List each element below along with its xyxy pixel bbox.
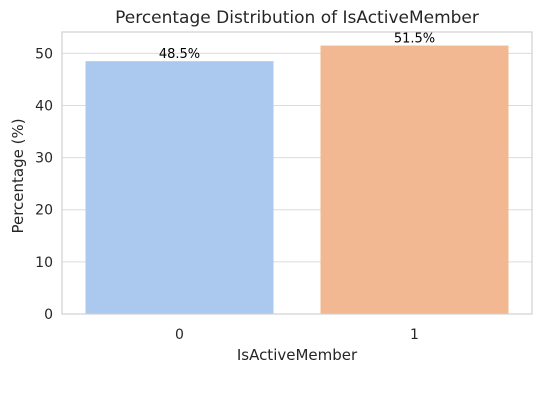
y-tick-label: 30 (35, 151, 53, 167)
data-label: 48.5% (159, 47, 200, 62)
y-tick-label: 20 (35, 203, 53, 219)
y-tick-label: 50 (35, 46, 53, 62)
y-tick-label: 0 (44, 307, 53, 323)
y-tick-label: 10 (35, 255, 53, 271)
x-tick-label: 1 (410, 327, 419, 343)
bar (320, 45, 509, 315)
y-axis-label: Percentage (%) (9, 118, 27, 233)
plot-area: 0 10 20 30 40 50 0 1 48.5% 51.5% (35, 31, 533, 343)
chart-title: Percentage Distribution of IsActiveMembe… (115, 8, 479, 28)
plot-frame (61, 31, 533, 315)
y-tick-label: 40 (35, 98, 53, 114)
x-tick-label: 0 (175, 327, 184, 343)
bar (85, 61, 274, 315)
x-axis-label: IsActiveMember (237, 346, 358, 364)
data-label: 51.5% (394, 32, 435, 47)
